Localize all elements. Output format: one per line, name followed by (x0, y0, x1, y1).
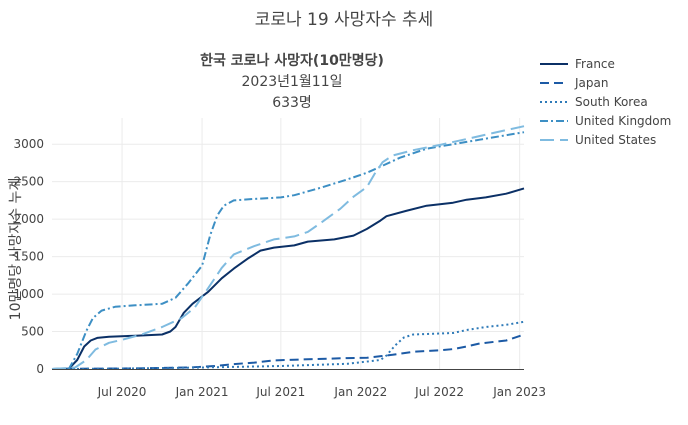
series-line-japan[interactable] (51, 333, 525, 370)
chart-title: 코로나 19 사망자수 추세 (255, 10, 434, 30)
x-tick-label: Jan 2022 (333, 385, 387, 399)
legend[interactable]: France Japan South Korea United Kingdom Unit… (540, 57, 671, 147)
x-tick-label: Jul 2020 (97, 385, 147, 399)
x-tick-label: Jul 2022 (414, 385, 464, 399)
y-tick-label: 0 (36, 362, 44, 376)
y-tick-label: 3000 (13, 137, 44, 151)
legend-item-japan[interactable]: Japan (540, 76, 608, 90)
grid (52, 118, 524, 369)
y-tick-label: 500 (21, 325, 44, 339)
legend-label: United States (575, 133, 656, 147)
legend-label: United Kingdom (575, 114, 671, 128)
legend-label: South Korea (575, 95, 648, 109)
x-tick-label: Jan 2023 (492, 385, 546, 399)
y-axis-ticks: 0 500 1000 1500 2000 2500 3000 (13, 137, 44, 376)
y-tick-label: 2500 (13, 175, 44, 189)
x-axis-ticks: Jul 2020 Jan 2021 Jul 2021 Jan 2022 Jul 2022… (97, 385, 546, 399)
legend-item-united-states[interactable]: United States (540, 133, 656, 147)
legend-item-south-korea[interactable]: South Korea (540, 95, 648, 109)
y-tick-label: 1500 (13, 250, 44, 264)
x-tick-label: Jul 2021 (255, 385, 305, 399)
series-line-united-kingdom[interactable] (51, 131, 525, 370)
y-axis-title: 10만명당 사망자수 누계 (8, 178, 24, 321)
series-line-south-korea[interactable] (51, 320, 525, 370)
plot-series (51, 125, 525, 370)
y-tick-label: 1000 (13, 287, 44, 301)
series-line-france[interactable] (51, 187, 525, 370)
y-tick-label: 2000 (13, 212, 44, 226)
legend-label: Japan (574, 76, 608, 90)
series-line-united-states[interactable] (51, 125, 525, 370)
legend-item-united-kingdom[interactable]: United Kingdom (540, 114, 671, 128)
annotation-label: 한국 코로나 사망자(10만명당) (200, 52, 384, 69)
annotation-value: 633명 (272, 95, 312, 111)
legend-item-france[interactable]: France (540, 57, 615, 71)
x-tick-label: Jan 2021 (175, 385, 229, 399)
legend-label: France (575, 57, 615, 71)
annotation-date: 2023년1월11일 (242, 74, 343, 90)
